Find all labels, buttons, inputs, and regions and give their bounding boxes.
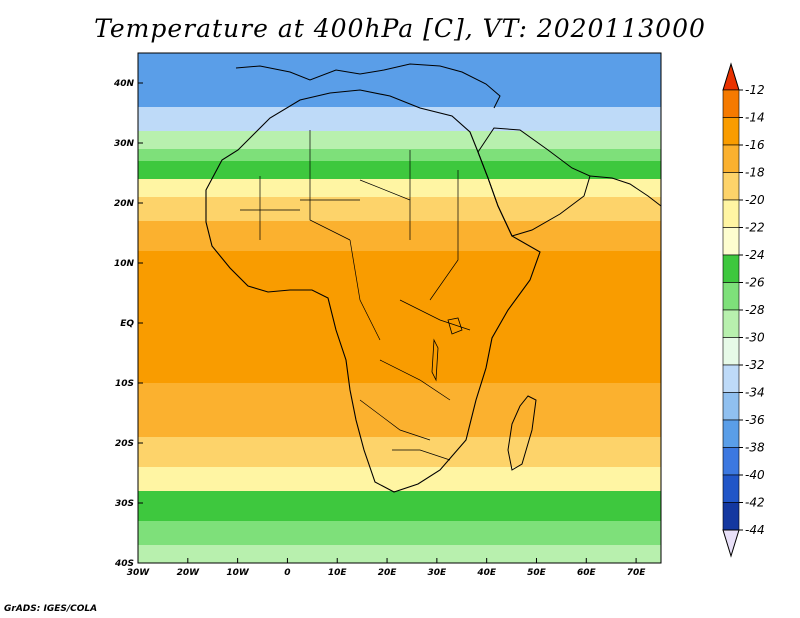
colorbar-label: -22	[745, 221, 765, 235]
axis-ticks: 30W 20W 10W 0 10E 20E 30E 40E 50E 60E 70E 40N 30N 20N…	[113, 79, 646, 578]
colorbar-label: -40	[745, 468, 765, 482]
lon-tick-label: 10E	[328, 568, 348, 578]
temperature-band	[138, 221, 661, 252]
temperature-band	[138, 545, 661, 563]
lat-tick-label: 20N	[114, 199, 135, 209]
colorbar-label: -14	[745, 111, 765, 125]
colorbar-swatch	[722, 199, 740, 228]
temperature-band	[138, 251, 661, 384]
colorbar-label: -26	[745, 276, 765, 290]
temperature-band	[138, 197, 661, 222]
colorbar-swatch	[722, 309, 740, 338]
lat-tick-label: 30S	[115, 499, 134, 509]
temperature-band	[138, 131, 661, 150]
colorbar-bottom-arrow	[722, 529, 740, 558]
colorbar-swatch	[722, 474, 740, 503]
colorbar-swatch	[722, 364, 740, 393]
colorbar-swatch	[722, 337, 740, 366]
map-title: Temperature at 400hPa [C], VT: 202011300…	[94, 14, 706, 43]
temperature-band	[138, 437, 661, 468]
temperature-field	[138, 53, 661, 563]
colorbar-label: -32	[745, 358, 765, 372]
temperature-band	[138, 107, 661, 132]
temperature-band	[138, 53, 661, 108]
colorbar-label: -36	[745, 413, 765, 427]
colorbar-swatch	[722, 144, 740, 173]
colorbar-swatch	[722, 419, 740, 448]
colorbar-label: -28	[745, 303, 765, 317]
colorbar-swatch	[722, 282, 740, 311]
lat-tick-label: 10S	[115, 379, 134, 389]
temperature-band	[138, 467, 661, 492]
temperature-band	[138, 149, 661, 162]
colorbar-label: -24	[745, 248, 765, 262]
lon-tick-label: 10W	[226, 568, 250, 578]
lon-tick-label: 70E	[627, 568, 647, 578]
lat-tick-label: 30N	[114, 139, 135, 149]
lon-tick-label: 20W	[177, 568, 201, 578]
lat-tick-label: EQ	[120, 319, 134, 329]
colorbar-label: -42	[745, 496, 765, 510]
lake-tanganyika	[431, 338, 439, 382]
lat-tick-label: 10N	[114, 259, 135, 269]
colorbar-label: -30	[745, 331, 765, 345]
lat-tick-label: 20S	[115, 439, 134, 449]
lake-victoria	[447, 317, 463, 335]
lon-tick-label: 40E	[476, 568, 497, 578]
colorbar-label: -12	[745, 83, 765, 97]
coastline-layer	[205, 63, 661, 493]
colorbar-swatch	[722, 502, 740, 531]
colorbar-swatch	[722, 447, 740, 476]
lon-tick-label: 50E	[527, 568, 547, 578]
africa-coastline	[205, 89, 541, 493]
colorbar-swatch	[722, 227, 740, 256]
colorbar-label: -18	[745, 166, 765, 180]
temperature-band	[138, 179, 661, 198]
temperature-band	[138, 161, 661, 180]
lon-tick-label: 20E	[378, 568, 398, 578]
madagascar-coastline	[507, 395, 537, 471]
grads-credit: GrADS: IGES/COLA	[4, 604, 98, 614]
colorbar-label: -20	[745, 193, 765, 207]
colorbar: -12 -14 -16 -18 -20 -22 -24 -26 -28 -30 -32 -34 -36 -…	[722, 62, 765, 558]
colorbar-swatch	[722, 89, 740, 118]
lat-tick-label: 40S	[114, 559, 134, 569]
plot-frame	[137, 52, 662, 564]
lon-tick-label: 30E	[428, 568, 448, 578]
colorbar-swatch	[722, 172, 740, 201]
colorbar-swatch	[722, 117, 740, 146]
temperature-band	[138, 383, 661, 438]
arabia-coastline	[477, 127, 591, 237]
colorbar-label: -38	[745, 441, 765, 455]
country-borders	[240, 130, 471, 461]
lon-tick-label: 60E	[577, 568, 597, 578]
colorbar-label: -16	[745, 138, 765, 152]
temperature-band	[138, 491, 661, 522]
colorbar-swatch	[722, 254, 740, 283]
colorbar-top-arrow	[722, 62, 740, 91]
lat-tick-label: 40N	[113, 79, 135, 89]
lon-tick-label: 0	[284, 568, 290, 578]
lon-tick-label: 30W	[127, 568, 151, 578]
colorbar-label: -34	[745, 386, 765, 400]
colorbar-swatch	[722, 392, 740, 421]
colorbar-label: -44	[745, 523, 765, 537]
asia-coastline	[589, 175, 661, 207]
europe-coastline	[235, 63, 501, 109]
temperature-band	[138, 521, 661, 546]
